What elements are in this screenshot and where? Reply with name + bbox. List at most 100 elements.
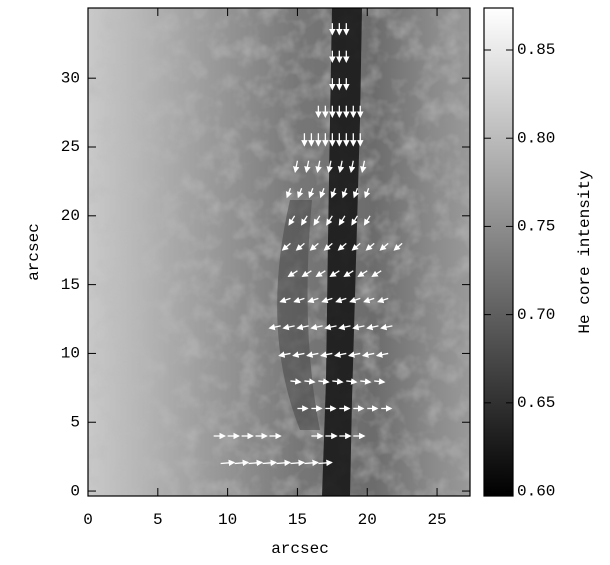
velocity-arrow: [310, 323, 323, 331]
velocity-arrow: [319, 188, 326, 199]
velocity-arrow: [279, 296, 291, 304]
velocity-arrow: [374, 378, 386, 385]
velocity-arrow: [308, 188, 315, 199]
colorbar-tick-label: 0.85: [517, 41, 555, 59]
colorbar-tick-label: 0.65: [517, 394, 555, 412]
velocity-arrow: [315, 160, 322, 174]
y-tick-label: 25: [61, 138, 80, 156]
velocity-arrow: [330, 188, 337, 199]
velocity-arrow: [318, 378, 330, 385]
velocity-arrow: [341, 188, 348, 199]
velocity-arrow: [393, 242, 403, 251]
colorbar-tick-label: 0.60: [517, 482, 555, 500]
y-tick-label: 10: [61, 345, 80, 363]
velocity-arrow: [304, 378, 316, 385]
y-tick-label: 5: [70, 413, 80, 431]
velocity-arrow: [351, 215, 359, 226]
velocity-arrow: [285, 188, 293, 199]
x-tick-label: 25: [427, 511, 446, 529]
x-tick-label: 0: [83, 511, 93, 529]
velocity-arrow: [326, 160, 333, 174]
velocity-arrow: [346, 378, 358, 385]
x-tick-label: 15: [288, 511, 307, 529]
x-axis-label: arcsec: [271, 540, 329, 558]
velocity-arrow: [360, 378, 372, 385]
velocity-arrow: [371, 270, 382, 278]
velocity-arrow: [288, 215, 296, 226]
colorbar-tick-label: 0.80: [517, 129, 555, 147]
velocity-arrow: [295, 242, 305, 251]
velocity-arrow: [323, 242, 333, 251]
plot-frame: [87, 7, 471, 497]
velocity-arrow: [297, 188, 304, 199]
velocity-arrow: [347, 351, 361, 358]
velocity-arrow: [248, 459, 264, 467]
velocity-arrow: [301, 215, 308, 226]
x-tick-label: 20: [358, 511, 377, 529]
velocity-arrow: [287, 270, 298, 278]
velocity-arrow: [337, 242, 347, 251]
velocity-arrow: [290, 378, 302, 385]
colorbar-label: He core intensity: [576, 170, 594, 334]
velocity-arrow: [363, 296, 375, 304]
velocity-arrow: [282, 323, 295, 331]
velocity-arrow: [329, 270, 340, 278]
velocity-arrow: [290, 459, 305, 467]
velocity-arrow: [234, 459, 250, 467]
velocity-arrow: [365, 242, 375, 251]
velocity-arrow: [301, 270, 312, 278]
velocity-arrow: [320, 351, 333, 358]
velocity-arrow: [306, 351, 319, 358]
y-axis-label: arcsec: [25, 223, 43, 281]
velocity-arrow: [276, 459, 291, 467]
velocity-arrow: [352, 188, 360, 199]
velocity-arrow: [352, 323, 365, 331]
colorbar: [483, 7, 514, 497]
velocity-arrow: [262, 459, 278, 467]
velocity-arrow: [380, 323, 393, 331]
colorbar-tick-label: 0.75: [517, 218, 555, 236]
velocity-arrow: [375, 351, 389, 358]
velocity-arrow: [349, 296, 361, 304]
velocity-arrow: [334, 351, 347, 358]
velocity-arrow: [332, 378, 344, 385]
velocity-arrow: [307, 296, 319, 304]
velocity-arrow: [321, 296, 333, 304]
x-tick-label: 10: [218, 511, 237, 529]
x-tick-label: 5: [153, 511, 163, 529]
velocity-arrow: [278, 351, 291, 358]
y-tick-label: 20: [61, 207, 80, 225]
velocity-arrow: [377, 296, 389, 304]
y-tick-label: 0: [70, 482, 80, 500]
velocity-arrow: [304, 459, 319, 467]
velocity-arrow: [324, 323, 337, 331]
velocity-arrow: [360, 160, 367, 174]
velocity-arrow: [318, 459, 333, 467]
velocity-arrow: [220, 459, 236, 467]
velocity-arrow: [338, 323, 351, 331]
velocity-arrow: [361, 351, 375, 358]
intensity-image: [88, 8, 470, 496]
velocity-arrow: [296, 323, 309, 331]
velocity-arrow: [379, 242, 389, 251]
velocity-arrow: [337, 160, 345, 174]
velocity-arrow: [363, 215, 371, 226]
velocity-arrow: [292, 351, 305, 358]
velocity-arrow: [338, 215, 346, 226]
velocity-arrow: [304, 160, 311, 174]
velocity-arrow: [343, 270, 354, 278]
velocity-arrow: [326, 215, 333, 226]
velocity-arrow: [293, 160, 300, 174]
velocity-arrow: [351, 242, 361, 251]
y-tick-label: 15: [61, 276, 80, 294]
velocity-arrow: [348, 160, 356, 174]
velocity-arrow: [335, 296, 347, 304]
y-tick-label: 30: [61, 69, 80, 87]
velocity-arrow: [313, 215, 321, 226]
colorbar-tick-label: 0.70: [517, 306, 555, 324]
velocity-arrow: [364, 188, 371, 199]
velocity-arrow: [281, 242, 291, 251]
velocity-arrow: [315, 270, 326, 278]
velocity-arrow: [309, 242, 319, 251]
velocity-arrow: [268, 323, 281, 331]
